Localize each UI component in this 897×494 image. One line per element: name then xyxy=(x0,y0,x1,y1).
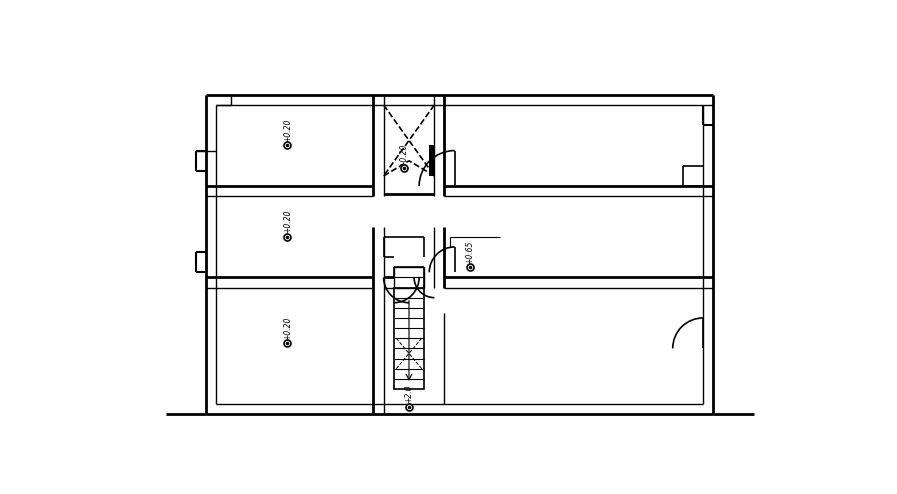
Text: +0.20: +0.20 xyxy=(283,316,292,340)
Text: +2.0: +2.0 xyxy=(405,385,414,403)
Text: +0.65: +0.65 xyxy=(466,240,475,264)
Text: +0.20: +0.20 xyxy=(399,144,408,167)
Bar xyxy=(394,267,424,288)
Text: +0.20: +0.20 xyxy=(283,119,292,142)
Bar xyxy=(430,146,434,176)
Bar xyxy=(394,288,424,389)
Text: +0.20: +0.20 xyxy=(283,210,292,233)
